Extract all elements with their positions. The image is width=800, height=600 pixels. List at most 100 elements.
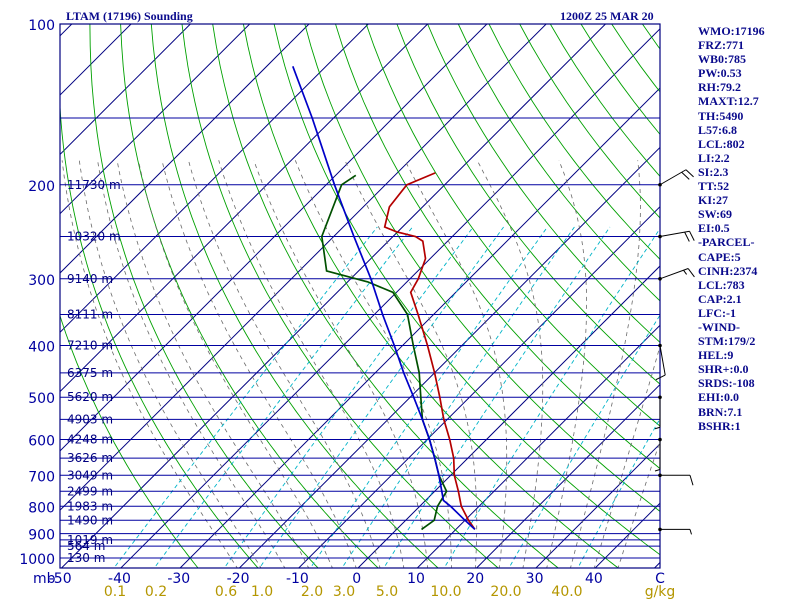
index-row: KI:27 <box>698 193 728 208</box>
mixing-ratio-label: 20.0 <box>490 584 521 600</box>
temperature-tick-label: -30 <box>167 571 190 587</box>
wind-barb <box>654 437 662 472</box>
mixing-ratio-label: 0.6 <box>215 584 237 600</box>
isotherm <box>297 205 660 568</box>
index-row: TH:5490 <box>698 108 744 123</box>
index-row: BRN:7.1 <box>698 404 743 419</box>
mixing-ratio-label: 10.0 <box>430 584 461 600</box>
wind-barb-flag <box>689 231 695 241</box>
height-label: 7210 m <box>67 339 113 353</box>
temperature-tick-label: -20 <box>227 571 250 587</box>
index-row: PW:0.53 <box>698 66 742 81</box>
dry-adiabat <box>304 24 660 512</box>
temperature-tick-label: 40 <box>585 571 603 587</box>
index-row: LFC:-1 <box>698 305 736 320</box>
wind-barb-flag <box>685 169 694 178</box>
mixing-ratio-line <box>223 226 474 568</box>
wind-barb-flag <box>655 374 666 381</box>
wind-barb-staff <box>659 345 666 376</box>
height-label: 2499 m <box>67 484 113 498</box>
height-label: 564 m <box>67 539 105 553</box>
index-row: EHI:0.0 <box>698 390 740 405</box>
isotherm <box>120 28 660 568</box>
isotherm <box>0 12 24 569</box>
isotherm <box>594 502 660 568</box>
pressure-unit-label: mb <box>33 571 56 587</box>
index-row: EI:0.5 <box>698 221 730 236</box>
mixing-ratio-label: 2.0 <box>301 584 323 600</box>
stability-indices-panel: WMO:17196 FRZ:771 WB0:785 PW:0.53 RH:79.2 MAX… <box>698 24 765 433</box>
dry-adiabat <box>396 24 660 385</box>
wind-barbs <box>654 169 695 535</box>
height-label: 6375 m <box>67 366 113 380</box>
pressure-tick-label: 900 <box>28 528 55 544</box>
isotherm <box>60 24 370 334</box>
temperature-tick-label: -40 <box>108 571 131 587</box>
moist-adiabat <box>570 160 641 568</box>
moist-adiabat <box>253 160 429 568</box>
index-row: L57:6.8 <box>698 122 737 137</box>
index-row: MAXT:12.7 <box>698 94 759 109</box>
wind-barb-half-flag <box>689 529 692 535</box>
mixing-ratio-label: 5.0 <box>376 584 398 600</box>
wind-barb-flag <box>684 231 690 242</box>
temperature-unit-label: C <box>655 571 665 587</box>
moist-adiabat <box>97 160 286 568</box>
wind-barb-dot <box>658 276 662 281</box>
index-row: CAP:2.1 <box>698 291 742 306</box>
pressure-tick-label: 400 <box>28 340 55 356</box>
index-row: CINH:2374 <box>698 263 758 278</box>
dry-adiabat <box>335 24 660 470</box>
temperature-tick-label: -50 <box>49 571 72 587</box>
isotherm <box>60 24 429 393</box>
plot-frame <box>59 23 661 569</box>
temperature-tick-label: -10 <box>286 571 309 587</box>
moist-adiabat <box>161 160 357 568</box>
pressure-tick-label: 300 <box>28 273 55 289</box>
dry-adiabat <box>427 24 660 343</box>
wind-barb <box>658 527 692 535</box>
moist-adiabat <box>617 440 660 568</box>
isotherm <box>60 24 488 452</box>
index-row: LCL:802 <box>698 136 745 151</box>
sounding-time: 1200Z 25 MAR 20 <box>560 9 654 23</box>
moist-adiabat <box>138 160 333 568</box>
index-row: -WIND- <box>698 319 740 334</box>
chart-grid <box>0 12 660 569</box>
plot-border <box>59 23 661 569</box>
isotherm <box>238 146 660 568</box>
pressure-tick-label: 100 <box>28 18 55 34</box>
isotherm <box>60 24 310 274</box>
wind-barb-flag <box>681 171 690 180</box>
index-row: LI:2.2 <box>698 150 730 165</box>
index-row: LCL:783 <box>698 277 745 292</box>
moist-adiabat <box>116 160 310 568</box>
isotherm <box>475 383 660 568</box>
index-row: WMO:17196 <box>698 24 765 38</box>
height-label: 10320 m <box>67 229 121 243</box>
index-row: BSHR:1 <box>698 418 741 433</box>
height-label: 9140 m <box>67 272 113 286</box>
pressure-tick-label: 200 <box>28 179 55 195</box>
dry-adiabat <box>273 24 660 556</box>
moist-adiabat <box>404 160 508 568</box>
wind-barb <box>658 473 694 486</box>
wind-barb-flag <box>689 475 694 486</box>
index-row: FRZ:771 <box>698 38 744 53</box>
moist-adiabat <box>78 160 262 568</box>
moist-adiabat <box>218 160 405 568</box>
height-label: 1983 m <box>67 499 113 513</box>
mixing-ratio-unit-label: g/kg <box>645 584 676 600</box>
index-row: STM:179/2 <box>698 334 756 349</box>
dry-adiabat <box>60 314 199 568</box>
wind-barb-half-flag <box>654 469 661 472</box>
mixing-ratio-label: 1.0 <box>251 584 273 600</box>
height-label: 1019 m <box>67 533 113 547</box>
height-label: 3626 m <box>67 451 113 465</box>
index-row: SW:69 <box>698 207 733 222</box>
height-label: 1490 m <box>67 513 113 527</box>
pressure-tick-label: 1000 <box>19 552 55 568</box>
temperature-tick-label: 0 <box>352 571 361 587</box>
